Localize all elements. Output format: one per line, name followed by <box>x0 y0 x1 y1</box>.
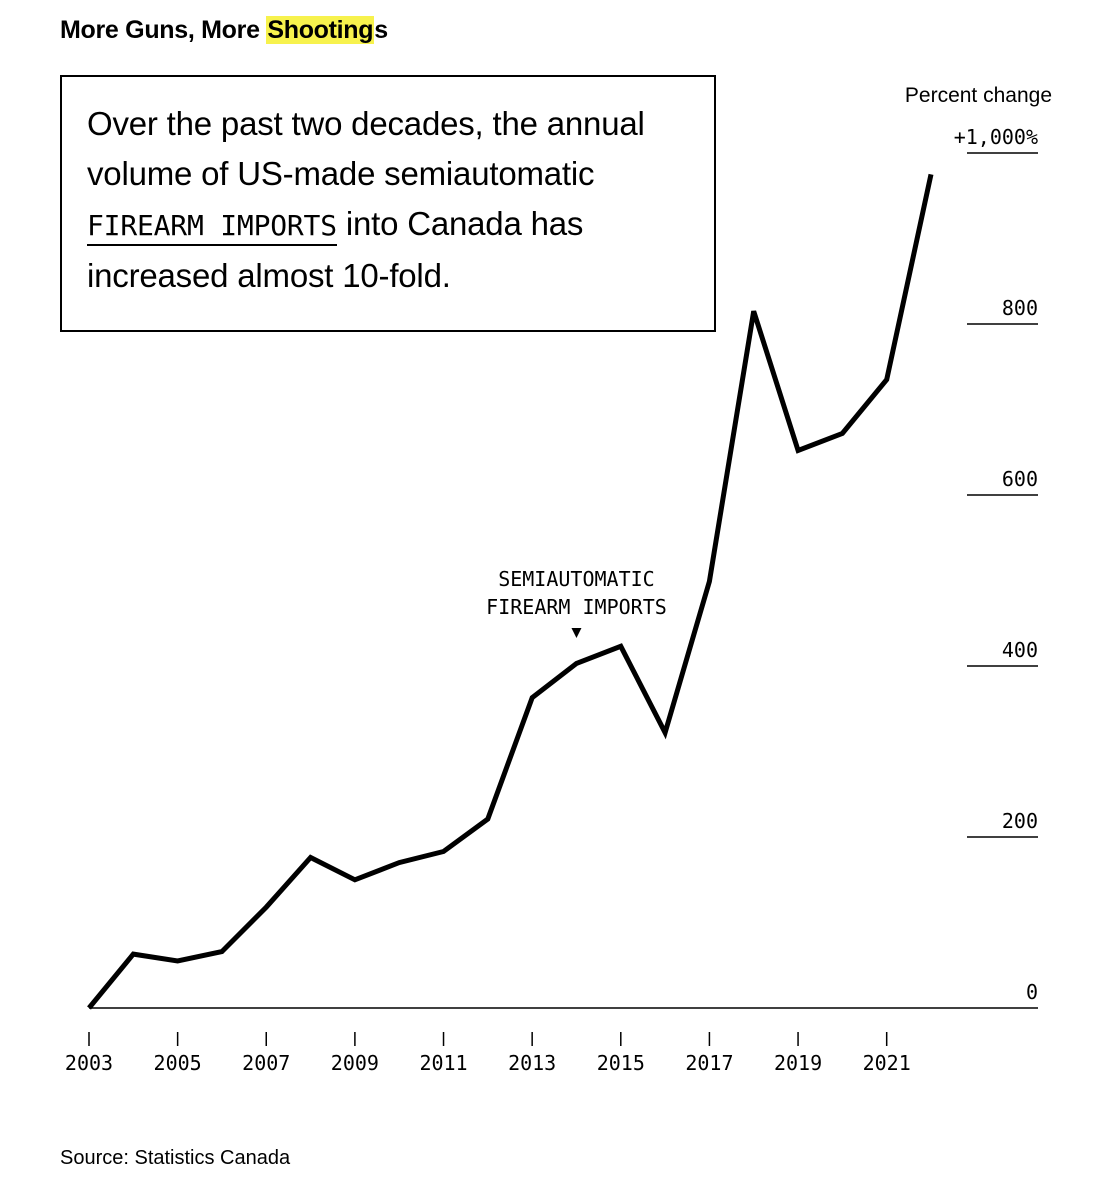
x-tick-label: 2005 <box>154 1051 202 1075</box>
x-tick-label: 2009 <box>331 1051 379 1075</box>
x-tick-label: 2015 <box>597 1051 645 1075</box>
series-group <box>87 173 934 1010</box>
x-tick-label: 2019 <box>774 1051 822 1075</box>
y-tick-label: 0 <box>1026 980 1038 1004</box>
x-tick-label: 2017 <box>685 1051 733 1075</box>
annotation-line: SEMIAUTOMATIC <box>498 567 655 591</box>
callout-text: Over the past two decades, the annual vo… <box>87 105 645 294</box>
title-highlight: Shooting <box>266 16 375 44</box>
callout-mono-term: FIREARM IMPORTS <box>87 209 337 246</box>
y-axis-label: Percent change <box>905 84 1052 107</box>
y-axis: Percent change 0 200 400 600 800 +1,000% <box>905 84 1052 1004</box>
series-annotation: SEMIAUTOMATIC FIREARM IMPORTS <box>486 567 667 638</box>
callout-box: Over the past two decades, the annual vo… <box>60 75 716 332</box>
y-tick-label: 400 <box>1002 638 1038 662</box>
x-tick-label: 2021 <box>863 1051 911 1075</box>
source-note: Source: Statistics Canada <box>60 1147 291 1169</box>
series-line <box>87 173 934 1010</box>
y-tick-label: 800 <box>1002 296 1038 320</box>
chart-title: More Guns, More Shootings <box>60 16 388 44</box>
x-axis: 2003 2005 2007 2009 2011 2013 2015 2017 2019 2021 <box>65 1007 1038 1075</box>
x-tick-label: 2003 <box>65 1051 113 1075</box>
annotation-arrow-icon <box>571 628 582 638</box>
x-tick-label: 2013 <box>508 1051 556 1075</box>
y-tick-label: +1,000% <box>954 125 1038 149</box>
y-tick-label: 600 <box>1002 467 1038 491</box>
y-tick-label: 200 <box>1002 809 1038 833</box>
annotation-line: FIREARM IMPORTS <box>486 595 667 619</box>
x-tick-label: 2007 <box>242 1051 290 1075</box>
x-tick-label: 2011 <box>419 1051 467 1075</box>
